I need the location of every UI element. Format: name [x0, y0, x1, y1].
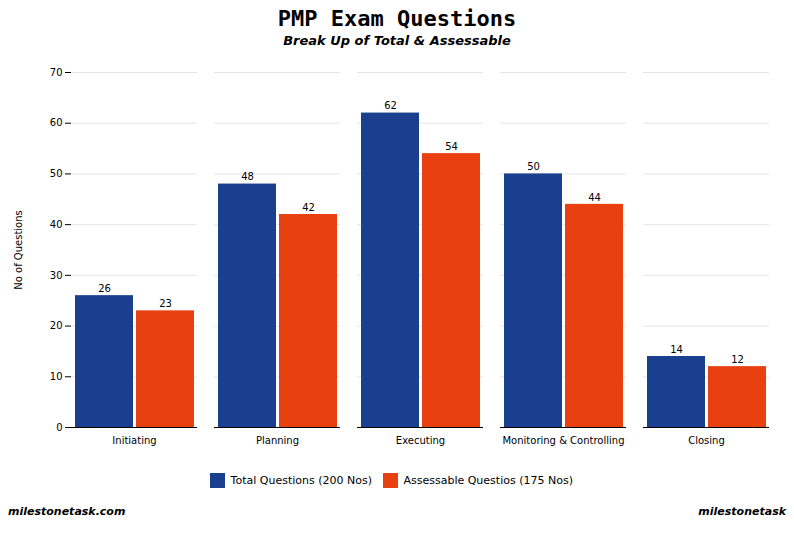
html-text:milestonetask: milestonetask — [698, 504, 786, 518]
html-text:Break Up of Total & Assessable: Break Up of Total & Assessable — [283, 33, 511, 48]
html-text:PMP Exam Questions: PMP Exam Questions — [277, 6, 517, 31]
svg-text:48: 48 — [241, 171, 254, 182]
svg-text:54: 54 — [445, 141, 458, 152]
svg-text:70: 70 — [50, 67, 63, 78]
svg-text:14: 14 — [670, 344, 683, 355]
svg-text:50: 50 — [527, 161, 540, 172]
html-text:Total Questions (200 Nos): Total Questions (200 Nos) — [230, 474, 372, 487]
svg-text:40: 40 — [50, 219, 63, 230]
svg-text:12: 12 — [731, 354, 744, 365]
svg-text:Initiating: Initiating — [112, 435, 156, 446]
svg-text:Monitoring & Controlling: Monitoring & Controlling — [502, 435, 624, 446]
svg-text:30: 30 — [50, 270, 63, 281]
svg-text:Closing: Closing — [688, 435, 725, 446]
html-text:milestonetask.com: milestonetask.com — [8, 504, 126, 518]
svg-text:Planning: Planning — [256, 435, 299, 446]
svg-text:20: 20 — [50, 320, 63, 331]
svg-text:26: 26 — [98, 283, 111, 294]
svg-text:50: 50 — [50, 168, 63, 179]
svg-text:23: 23 — [159, 298, 172, 309]
svg-text:0: 0 — [56, 422, 62, 433]
svg-text:No of Questions: No of Questions — [13, 210, 24, 290]
svg-text:44: 44 — [588, 192, 601, 203]
svg-text:10: 10 — [50, 371, 63, 382]
html-text:Assessable Questios (175 Nos): Assessable Questios (175 Nos) — [403, 474, 573, 487]
svg-text:62: 62 — [384, 100, 397, 111]
svg-text:42: 42 — [302, 202, 315, 213]
svg-text:60: 60 — [50, 117, 63, 128]
svg-text:Executing: Executing — [396, 435, 445, 446]
